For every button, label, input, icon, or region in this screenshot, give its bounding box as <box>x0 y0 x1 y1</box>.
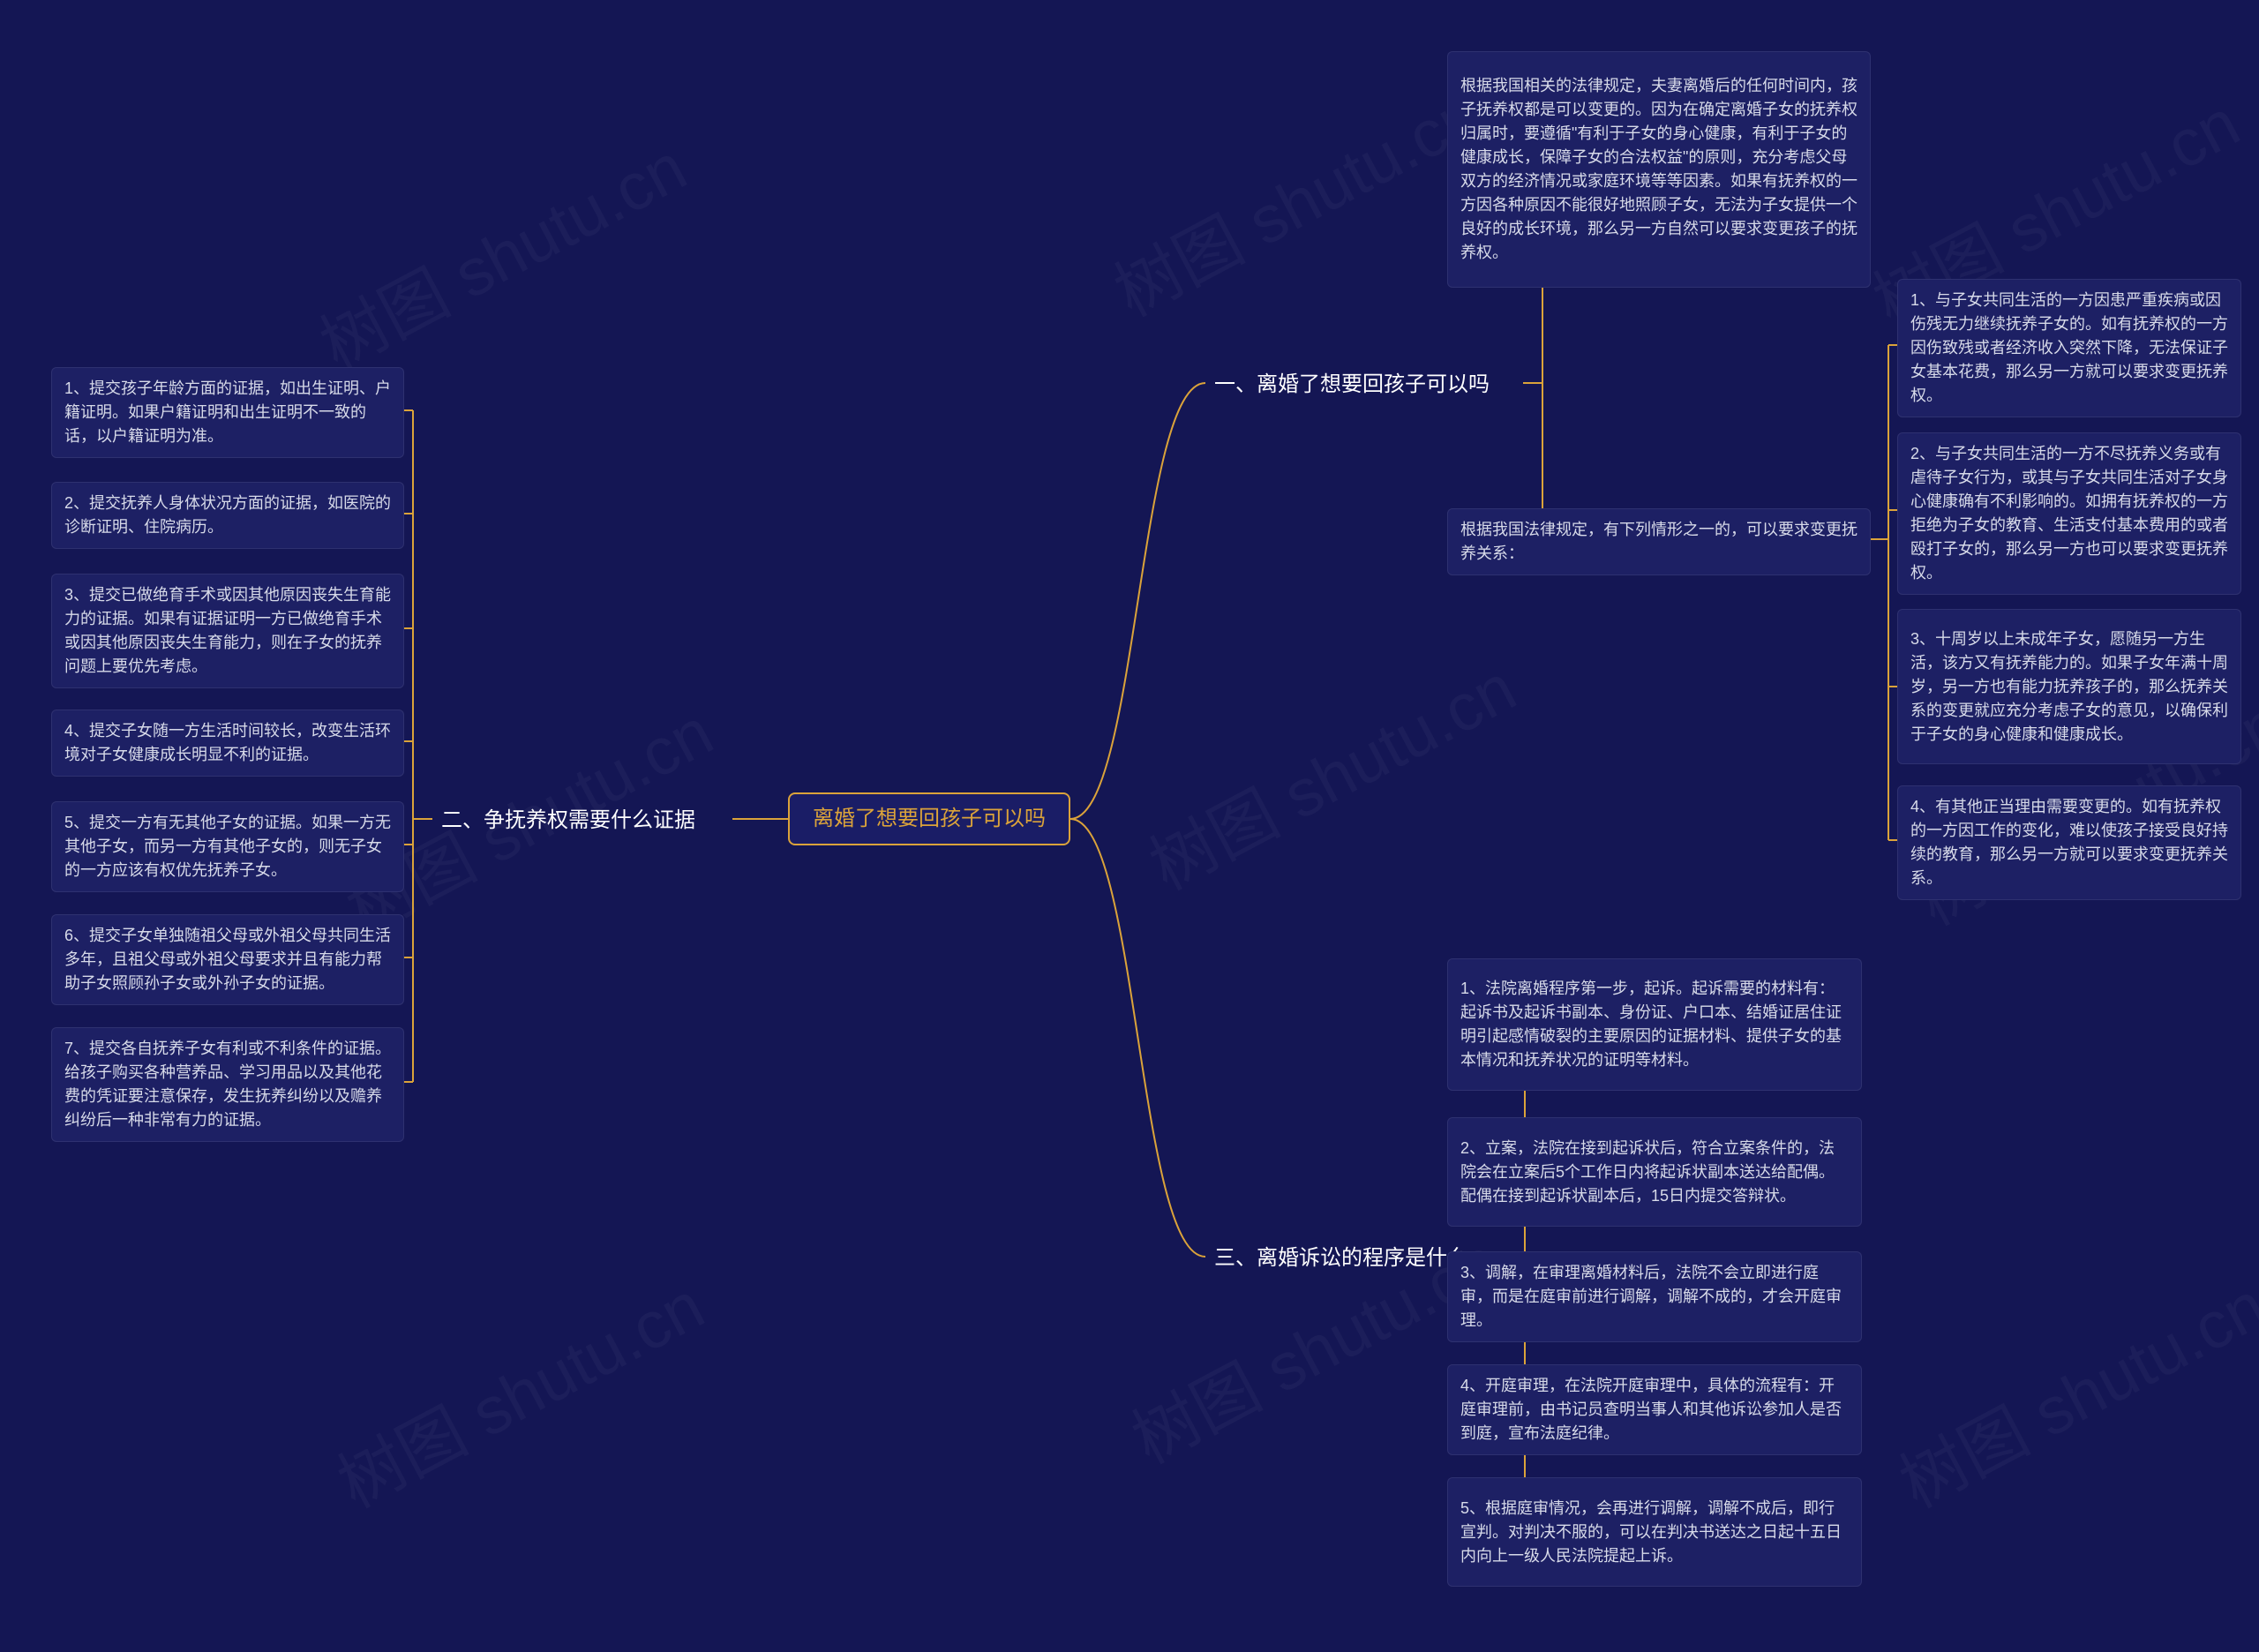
leaf-b1-1-2: 3、十周岁以上未成年子女，愿随另一方生活，该方又有抚养能力的。如果子女年满十周岁… <box>1897 609 2241 764</box>
connector <box>1070 383 1205 819</box>
leaf-b2-2: 3、提交已做绝育手术或因其他原因丧失生育能力的证据。如果有证据证明一方已做绝育手… <box>51 574 404 688</box>
leaf-b1-1-1: 2、与子女共同生活的一方不尽抚养义务或有虐待子女行为，或其与子女共同生活对子女身… <box>1897 432 2241 595</box>
watermark: 树图 shutu.cn <box>319 1253 717 1527</box>
leaf-b2-3: 4、提交子女随一方生活时间较长，改变生活环境对子女健康成长明显不利的证据。 <box>51 710 404 777</box>
leaf-b2-6: 7、提交各自抚养子女有利或不利条件的证据。给孩子购买各种营养品、学习用品以及其他… <box>51 1027 404 1142</box>
leaf-b3-2: 3、调解，在审理离婚材料后，法院不会立即进行庭审，而是在庭审前进行调解，调解不成… <box>1447 1251 1862 1342</box>
leaf-b1-1-0: 1、与子女共同生活的一方因患严重疾病或因伤残无力继续抚养子女的。如有抚养权的一方… <box>1897 279 2241 417</box>
leaf-b3-1: 2、立案，法院在接到起诉状后，符合立案条件的，法院会在立案后5个工作日内将起诉状… <box>1447 1117 1862 1227</box>
leaf-b1-1-3: 4、有其他正当理由需要变更的。如有抚养权的一方因工作的变化，难以使孩子接受良好持… <box>1897 785 2241 900</box>
leaf-b2-5: 6、提交子女单独随祖父母或外祖父母共同生活多年，且祖父母或外祖父母要求并且有能力… <box>51 914 404 1005</box>
leaf-b2-1: 2、提交抚养人身体状况方面的证据，如医院的诊断证明、住院病历。 <box>51 482 404 549</box>
mindmap-canvas: 树图 shutu.cn 树图 shutu.cn 树图 shutu.cn 树图 shut… <box>0 0 2259 1652</box>
watermark: 树图 shutu.cn <box>1880 1253 2259 1527</box>
leaf-b2-4: 5、提交一方有无其他子女的证据。如果一方无其他子女，而另一方有其他子女的，则无子… <box>51 801 404 892</box>
center-node: 离婚了想要回孩子可以吗 <box>788 792 1070 845</box>
leaf-b2-0: 1、提交孩子年龄方面的证据，如出生证明、户籍证明。如果户籍证明和出生证明不一致的… <box>51 367 404 458</box>
leaf-b3-3: 4、开庭审理，在法院开庭审理中，具体的流程有：开庭审理前，由书记员查明当事人和其… <box>1447 1364 1862 1455</box>
leaf-b1-0: 根据我国相关的法律规定，夫妻离婚后的任何时间内，孩子抚养权都是可以变更的。因为在… <box>1447 51 1871 288</box>
watermark: 树图 shutu.cn <box>1095 62 1494 335</box>
watermark: 树图 shutu.cn <box>1130 635 1529 909</box>
leaf-b3-0: 1、法院离婚程序第一步，起诉。起诉需要的材料有：起诉书及起诉书副本、身份证、户口… <box>1447 958 1862 1091</box>
leaf-b3-4: 5、根据庭审情况，会再进行调解，调解不成后，即行宣判。对判决不服的，可以在判决书… <box>1447 1477 1862 1587</box>
leaf-b1-1: 根据我国法律规定，有下列情形之一的，可以要求变更抚养关系： <box>1447 508 1871 575</box>
watermark: 树图 shutu.cn <box>301 115 700 388</box>
branch-b1: 一、离婚了想要回孩子可以吗 <box>1205 364 1523 406</box>
branch-b2: 二、争抚养权需要什么证据 <box>432 800 732 842</box>
connector <box>1070 819 1205 1257</box>
